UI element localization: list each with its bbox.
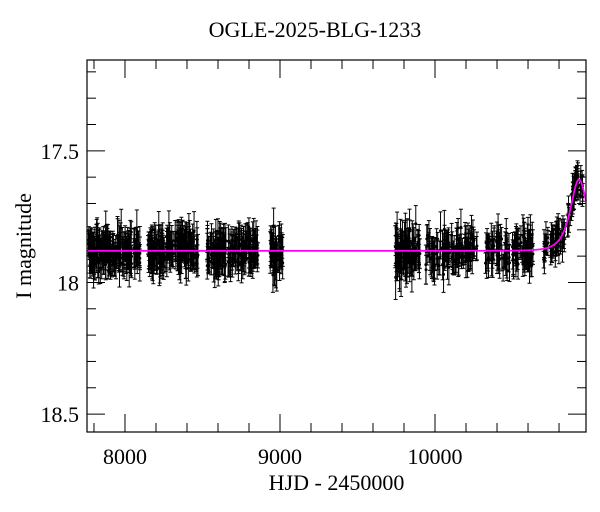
- season-5: [393, 205, 422, 300]
- season-7: [483, 213, 535, 284]
- tick-labels: 8000 9000 10000 17.5 18 18.5: [41, 139, 463, 469]
- model-curve: [87, 178, 587, 252]
- season-1: [86, 208, 142, 289]
- microlensing-model-curve: [87, 178, 587, 252]
- y-axis-title: I magnitude: [11, 193, 36, 299]
- plot-frame: [86, 59, 587, 433]
- x-axis-title: HJD - 2450000: [268, 470, 405, 495]
- chart-title: OGLE-2025-BLG-1233: [208, 17, 422, 42]
- season-3: [205, 217, 260, 289]
- y-tick-label: 17.5: [41, 139, 80, 164]
- rising-event-2025: [541, 160, 585, 275]
- y-tick-label: 18.5: [41, 402, 80, 427]
- season-6: [423, 208, 479, 293]
- season-2: [146, 210, 200, 287]
- y-tick-label: 18: [57, 270, 79, 295]
- x-tick-label: 8000: [103, 444, 147, 469]
- x-tick-label: 10000: [408, 444, 463, 469]
- x-tick-label: 9000: [258, 444, 302, 469]
- data-points: [86, 160, 585, 300]
- season-4: [268, 207, 285, 293]
